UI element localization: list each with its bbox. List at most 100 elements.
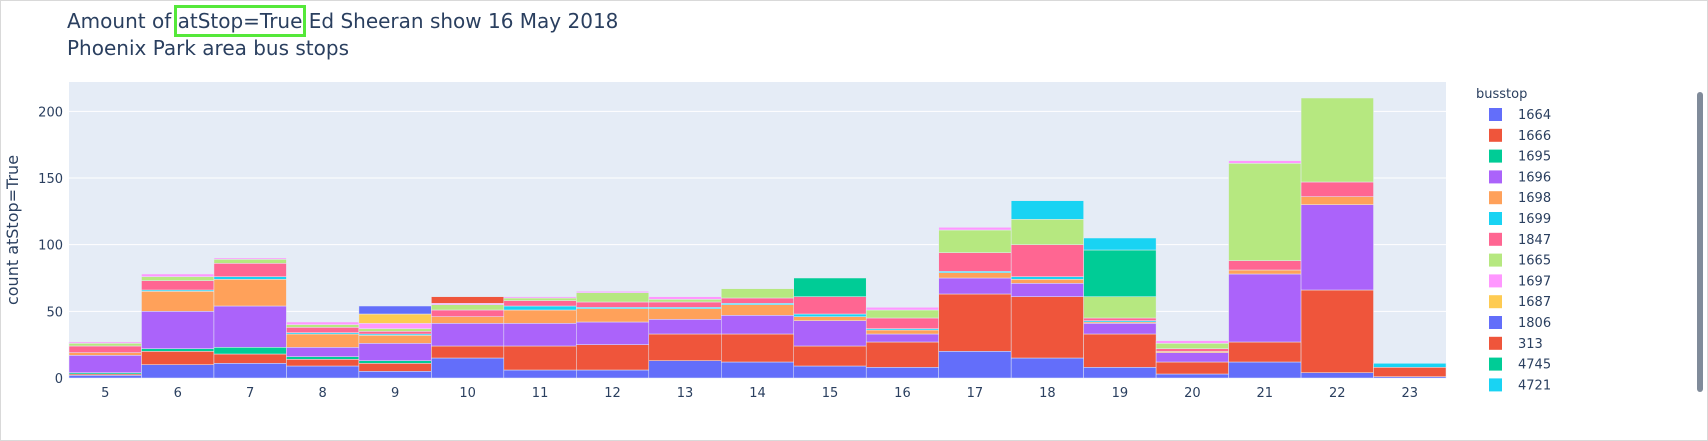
bar-segment-1847-21[interactable]: [1228, 260, 1302, 271]
bar-segment-1697-17[interactable]: [938, 227, 1012, 231]
bar-segment-1697-16[interactable]: [865, 307, 939, 311]
bar-segment-1698-15[interactable]: [793, 316, 867, 321]
bar-segment-1664-18[interactable]: [1010, 357, 1084, 379]
bar-segment-1698-9[interactable]: [358, 335, 432, 344]
bar-segment-1664-10[interactable]: [431, 357, 505, 379]
bar-segment-1847-17[interactable]: [938, 252, 1012, 272]
bar-segment-1664-6[interactable]: [141, 364, 215, 379]
bar-segment-1665-21[interactable]: [1228, 163, 1302, 261]
bar-segment-1665-12[interactable]: [576, 292, 650, 303]
bar-segment-1666-9[interactable]: [358, 363, 432, 372]
bar-segment-1696-20[interactable]: [1155, 352, 1229, 363]
bar-segment-1698-13[interactable]: [648, 308, 722, 320]
bar-segment-1666-16[interactable]: [865, 341, 939, 368]
bar-segment-1698-7[interactable]: [213, 279, 287, 307]
bar-segment-1665-7[interactable]: [213, 259, 287, 264]
bar-segment-1696-16[interactable]: [865, 333, 939, 343]
bar-segment-1695-7[interactable]: [213, 347, 287, 355]
bar-segment-1696-21[interactable]: [1228, 273, 1302, 343]
bar-segment-1698-10[interactable]: [431, 316, 505, 324]
bar-segment-1665-20[interactable]: [1155, 343, 1229, 349]
bar-segment-1664-15[interactable]: [793, 365, 867, 379]
bar-segment-1698-14[interactable]: [721, 304, 794, 316]
bar-segment-1847-13[interactable]: [648, 301, 722, 308]
bar-segment-1697-9[interactable]: [358, 323, 432, 329]
bar-segment-1696-11[interactable]: [503, 323, 577, 347]
bar-segment-1665-17[interactable]: [938, 229, 1012, 253]
bar-segment-1666-19[interactable]: [1083, 333, 1157, 368]
legend-item-4745[interactable]: 4745: [1489, 357, 1551, 373]
bar-segment-4745-15[interactable]: [793, 277, 867, 297]
bar-segment-1665-10[interactable]: [431, 304, 505, 311]
bar-segment-1664-16[interactable]: [865, 367, 939, 379]
bar-segment-1696-5[interactable]: [68, 355, 142, 373]
bar-segment-1696-17[interactable]: [938, 277, 1012, 295]
bar-segment-1665-6[interactable]: [141, 276, 215, 281]
legend-item-1666[interactable]: 1666: [1489, 128, 1551, 144]
bar-segment-1698-21[interactable]: [1228, 269, 1302, 275]
bar-segment-1847-9[interactable]: [358, 331, 432, 335]
bar-segment-1698-16[interactable]: [865, 329, 939, 335]
bar-segment-1666-6[interactable]: [141, 351, 215, 365]
bar-segment-1666-8[interactable]: [286, 359, 360, 367]
bar-segment-1696-22[interactable]: [1300, 204, 1374, 291]
bar-segment-1847-12[interactable]: [576, 301, 650, 308]
bar-segment-1697-7[interactable]: [213, 257, 287, 260]
bar-segment-1698-18[interactable]: [1010, 279, 1084, 284]
bar-segment-1696-19[interactable]: [1083, 323, 1157, 335]
bar-segment-1664-21[interactable]: [1228, 361, 1302, 379]
legend-item-1664[interactable]: 1664: [1489, 108, 1551, 123]
bar-segment-1847-5[interactable]: [68, 345, 142, 353]
bar-segment-1664-12[interactable]: [576, 369, 650, 379]
bar-segment-1666-11[interactable]: [503, 345, 577, 371]
bar-segment-1666-14[interactable]: [721, 333, 794, 363]
legend-item-1698[interactable]: 1698: [1489, 191, 1551, 206]
bar-segment-1697-11[interactable]: [503, 296, 577, 299]
bar-segment-1847-19[interactable]: [1083, 317, 1157, 321]
bar-segment-1696-7[interactable]: [213, 305, 287, 348]
bar-segment-1847-18[interactable]: [1010, 244, 1084, 277]
bar-segment-4721-19[interactable]: [1083, 237, 1157, 251]
bar-segment-1695-9[interactable]: [358, 360, 432, 364]
bar-segment-1666-12[interactable]: [576, 344, 650, 371]
bar-segment-1699-7[interactable]: [213, 276, 287, 280]
bar-segment-1664-5[interactable]: [68, 375, 142, 379]
bar-segment-1847-7[interactable]: [213, 263, 287, 277]
bar-segment-1687-9[interactable]: [358, 313, 432, 324]
bar-segment-1696-13[interactable]: [648, 319, 722, 335]
bar-segment-1698-5[interactable]: [68, 352, 142, 356]
bar-segment-1666-13[interactable]: [648, 333, 722, 361]
bar-segment-1699-15[interactable]: [793, 313, 867, 317]
bar-segment-1665-14[interactable]: [721, 288, 794, 299]
bar-segment-1695-6[interactable]: [141, 348, 215, 352]
bar-segment-1666-17[interactable]: [938, 293, 1012, 352]
bar-segment-1847-11[interactable]: [503, 300, 577, 307]
bar-segment-1697-21[interactable]: [1228, 160, 1302, 164]
bar-segment-1665-8[interactable]: [286, 324, 360, 328]
bar-segment-1847-6[interactable]: [141, 280, 215, 291]
bar-segment-1695-8[interactable]: [286, 356, 360, 360]
bar-segment-1666-10[interactable]: [431, 345, 505, 359]
bar-segment-1806-9[interactable]: [358, 305, 432, 315]
legend-item-1665[interactable]: 1665: [1489, 253, 1551, 269]
bar-segment-1666-18[interactable]: [1010, 296, 1084, 359]
bar-segment-1847-16[interactable]: [865, 317, 939, 329]
legend-item-1806[interactable]: 1806: [1489, 316, 1551, 331]
bar-segment-1664-14[interactable]: [721, 361, 794, 379]
bar-segment-1664-20[interactable]: [1155, 373, 1229, 379]
bar-segment-1696-10[interactable]: [431, 323, 505, 347]
bar-segment-1664-19[interactable]: [1083, 367, 1157, 379]
bar-segment-1664-13[interactable]: [648, 360, 722, 379]
bar-segment-1698-17[interactable]: [938, 272, 1012, 279]
legend-item-1847[interactable]: 1847: [1489, 232, 1551, 248]
bar-segment-1697-8[interactable]: [286, 321, 360, 325]
bar-segment-1665-13[interactable]: [648, 299, 722, 303]
bar-segment-1697-12[interactable]: [576, 291, 650, 293]
bar-segment-1699-18[interactable]: [1010, 276, 1084, 280]
bar-segment-1696-18[interactable]: [1010, 283, 1084, 297]
bar-segment-1696-6[interactable]: [141, 311, 215, 349]
bar-segment-1666-7[interactable]: [213, 353, 287, 364]
legend[interactable]: 1664 1666 1695 1696 1698 1699 1847 1665 1697 1687…: [1489, 108, 1551, 393]
legend-item-4721[interactable]: 4721: [1489, 378, 1551, 393]
bar-segment-1697-20[interactable]: [1155, 340, 1229, 344]
